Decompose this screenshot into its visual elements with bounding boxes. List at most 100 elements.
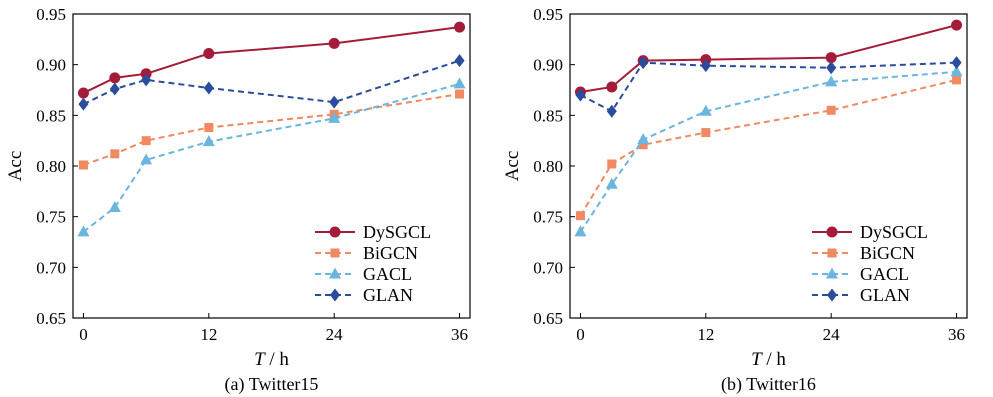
series-glan [78,54,465,111]
chart-twitter16: 0.65 0.70 0.75 0.80 0.85 0.90 0.95 0 12 24 36 Acc T … [502,5,968,395]
legend-marker [826,267,838,279]
legend-marker [827,288,837,302]
data-point [141,136,151,146]
data-point [637,133,650,145]
y-tick-label: 0.85 [36,106,66,125]
legend-marker [330,248,340,258]
x-tick-label: 24 [326,325,344,344]
x-tick-label: 36 [948,325,965,344]
series-line [83,59,460,106]
x-tick-label: 0 [79,325,88,344]
legend-item: GACL [812,264,909,284]
legend-item: DySGCL [315,222,431,242]
y-tick-label: 0.90 [36,56,66,75]
series-line [579,70,957,233]
legend-item: GLAN [812,285,910,305]
data-point [951,56,962,70]
data-point [110,149,120,159]
data-point [328,111,341,123]
series-glan [575,56,962,118]
data-point [950,65,963,77]
x-tick-label: 12 [200,325,217,344]
legend-label: GACL [860,264,909,284]
series-line [82,82,460,233]
data-point [825,52,837,64]
data-point [825,75,838,87]
data-point [203,81,214,95]
legend-label: GACL [363,264,412,284]
series-bigcn [575,75,962,221]
data-point [78,160,88,170]
chart-twitter15: 0.65 0.70 0.75 0.80 0.85 0.90 0.95 0 12 24 36 Acc T … [5,5,471,395]
data-point [455,89,465,99]
y-tick-label: 0.65 [36,309,66,328]
y-axis-label: Acc [5,151,26,182]
x-tick-label: 24 [823,325,841,344]
data-point [141,73,152,87]
y-tick-label: 0.70 [533,258,563,277]
legend-item: GLAN [315,285,413,305]
data-point [575,211,585,221]
series-dysgcl [574,19,963,98]
data-point [606,104,617,118]
data-point [77,87,89,99]
data-point [202,135,215,147]
series-line [580,24,957,94]
y-tick-label: 0.70 [36,258,66,277]
legend-label: DySGCL [363,222,431,242]
y-tick-label: 0.95 [36,5,66,24]
data-point [203,48,215,60]
legend-label: GLAN [363,285,413,305]
y-tick-label: 0.85 [533,106,563,125]
data-point [109,82,120,96]
data-point [140,153,153,165]
chart-panel-twitter15: 0.65 0.70 0.75 0.80 0.85 0.90 0.95 0 12 24 36 Acc T … [5,5,471,395]
legend-item: GACL [315,264,412,284]
data-point [78,97,89,111]
x-tick-label: 12 [697,325,714,344]
data-point [700,59,711,73]
data-point [952,75,962,85]
data-point [108,201,121,213]
data-point [607,159,617,169]
data-point [826,105,836,115]
y-tick-label: 0.75 [533,208,563,227]
legend-marker [329,267,341,279]
legend-item: DySGCL [812,222,928,242]
data-point [638,56,649,70]
data-point [329,95,340,109]
legend-label: GLAN [860,285,910,305]
legend-marker [329,226,341,238]
data-point [453,77,466,89]
x-axis-label: T / h [254,349,289,370]
series-line [579,61,957,113]
data-point [701,128,711,138]
y-tick-label: 0.80 [533,157,563,176]
data-point [699,104,712,116]
legend-item: BiGCN [812,243,915,263]
series-gacl [77,77,466,237]
data-point [826,61,837,75]
series-line [579,78,957,217]
chart-caption: (b) Twitter16 [721,374,816,395]
chart-caption: (a) Twitter15 [225,374,319,395]
y-tick-label: 0.75 [36,208,66,227]
data-point [109,72,121,84]
y-tick-label: 0.95 [533,5,563,24]
legend-marker [826,226,838,238]
x-tick-label: 36 [451,325,468,344]
y-tick-label: 0.90 [533,56,563,75]
data-point [606,81,618,93]
data-point [575,88,586,102]
data-point [328,37,340,49]
legend-marker [827,248,837,258]
data-point [454,54,465,68]
y-tick-label: 0.65 [533,309,563,328]
legend-item: BiGCN [315,243,418,263]
series-line [83,26,460,94]
series-dysgcl [77,21,466,99]
legend-label: BiGCN [860,243,915,263]
chart-panel-twitter16: 0.65 0.70 0.75 0.80 0.85 0.90 0.95 0 12 24 36 Acc T … [497,0,993,397]
data-point [77,225,90,237]
